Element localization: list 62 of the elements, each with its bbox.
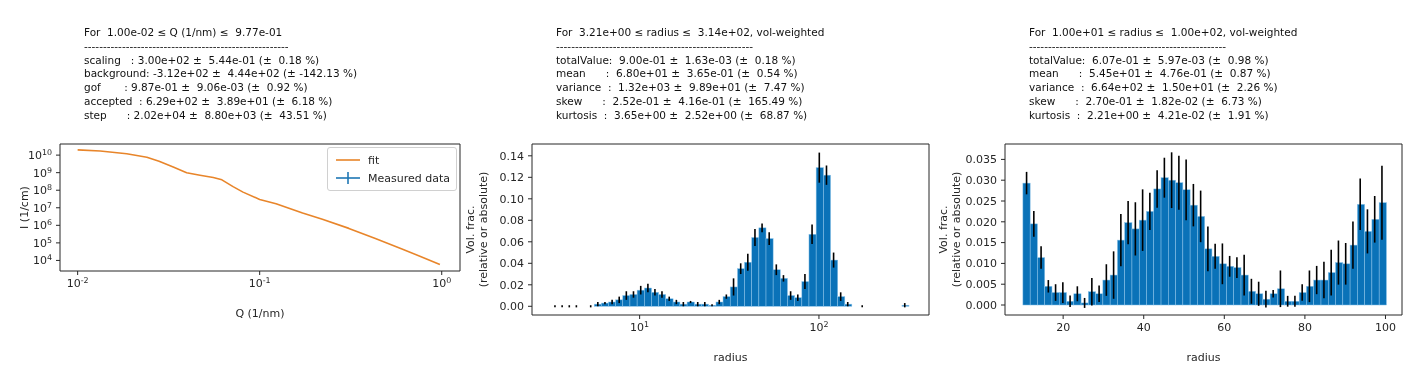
y-axis-title: Vol. frac. (relative or absolute) (463, 171, 490, 288)
y-tick-label: 10$^{5}$ (32, 235, 52, 250)
x-tick-label: 10$^{-1}$ (248, 275, 271, 291)
text: scaling : 3.00e+02 ± 5.44e-01 (± 0.18 %) (84, 53, 321, 68)
y-axis-title: Vol. frac. (relative or absolute) (936, 171, 963, 288)
text: ---------------------------------------------------- (556, 39, 755, 54)
x-axis-title: radius (713, 351, 748, 364)
x-axis-title: Q (1/nm) (235, 307, 285, 320)
y-tick-label: 0.06 (499, 235, 524, 249)
y-tick-label: 0.10 (499, 192, 524, 206)
x-tick-label: 100 (1374, 321, 1396, 335)
y-tick-label: 0.015 (965, 236, 997, 250)
text: totalValue: 6.07e-01 ± 5.97e-03 (± 0.98 %) (1029, 53, 1270, 68)
text: variance : 1.32e+03 ± 9.89e+01 (± 7.47 %) (556, 81, 806, 95)
y-tick-label: 0.000 (965, 298, 997, 312)
y-tick-label: 0.025 (965, 194, 997, 208)
text: kurtosis : 2.21e+00 ± 4.21e-02 (± 1.91 %) (1029, 108, 1270, 123)
y-tick-label: 0.14 (499, 149, 524, 163)
text: skew : 2.70e-01 ± 1.82e-02 (± 6.73 %) (1029, 94, 1263, 109)
x-tick-label: 10$^{-2}$ (66, 275, 89, 291)
x-tick-label: 60 (1217, 321, 1232, 335)
x-tick-label: 10$^{2}$ (809, 319, 829, 335)
y-tick-label: 0.005 (965, 278, 997, 292)
y-tick-label: 0.12 (499, 171, 524, 185)
text: accepted : 6.29e+02 ± 3.89e+01 (± 6.18 %) (84, 94, 334, 109)
y-tick-label: 0.02 (499, 278, 524, 292)
text: skew : 2.52e-01 ± 4.16e-01 (± 165.49 %) (556, 94, 804, 109)
text: step : 2.02e+04 ± 8.80e+03 (± 43.51 %) (84, 108, 328, 123)
chart-title: For 1.00e-02 ≤ Q (1/nm) ≤ 9.77e-01 (84, 26, 284, 40)
x-tick-label: 10$^{1}$ (630, 319, 650, 335)
y-tick-label: 0.035 (965, 153, 997, 167)
y-tick-label: 0.030 (965, 174, 997, 188)
x-tick-label: 10$^{0}$ (432, 275, 452, 291)
legend-label: fit (367, 153, 380, 167)
chart-title: For 3.21e+00 ≤ radius ≤ 3.14e+02, vol-weighted (556, 26, 826, 40)
x-tick-label: 40 (1136, 321, 1151, 335)
legend-label: Measured data (367, 171, 450, 185)
text: ------------------------------------------------------ (84, 39, 290, 54)
y-axis-title: I (1/cm) (18, 186, 31, 229)
x-axis-title: radius (1186, 351, 1221, 364)
x-tick-label: 20 (1056, 321, 1071, 335)
text: ---------------------------------------------------- (1029, 39, 1228, 54)
y-tick-label: 10$^{7}$ (32, 200, 52, 215)
x-tick-label: 80 (1297, 321, 1312, 335)
text: background: -3.12e+02 ± 4.44e+02 (± -142.13 %) (84, 67, 359, 82)
y-tick-label: 10$^{4}$ (32, 252, 52, 268)
y-tick-label: 0.00 (499, 300, 524, 314)
text: mean : 5.45e+01 ± 4.76e-01 (± 0.87 %) (1029, 67, 1272, 82)
text: totalValue: 9.00e-01 ± 1.63e-03 (± 0.18 %) (556, 53, 797, 68)
y-tick-label: 10$^{8}$ (32, 182, 52, 198)
y-tick-label: 10$^{6}$ (32, 217, 52, 233)
chart-title: For 1.00e+01 ≤ radius ≤ 1.00e+02, vol-weighted (1029, 26, 1299, 40)
text: variance : 6.64e+02 ± 1.50e+01 (± 2.26 %) (1029, 81, 1279, 95)
y-tick-label: 10$^{10}$ (27, 147, 52, 162)
y-tick-label: 0.08 (499, 214, 524, 228)
y-tick-label: 10$^{9}$ (32, 165, 52, 180)
y-tick-label: 0.04 (499, 257, 524, 271)
y-tick-label: 0.010 (965, 257, 997, 271)
text: gof : 9.87e-01 ± 9.06e-03 (± 0.92 %) (84, 81, 309, 95)
y-tick-label: 0.020 (965, 215, 997, 229)
text: mean : 6.80e+01 ± 3.65e-01 (± 0.54 %) (556, 67, 799, 82)
text: kurtosis : 3.65e+00 ± 2.52e+00 (± 68.87 %) (556, 108, 809, 123)
